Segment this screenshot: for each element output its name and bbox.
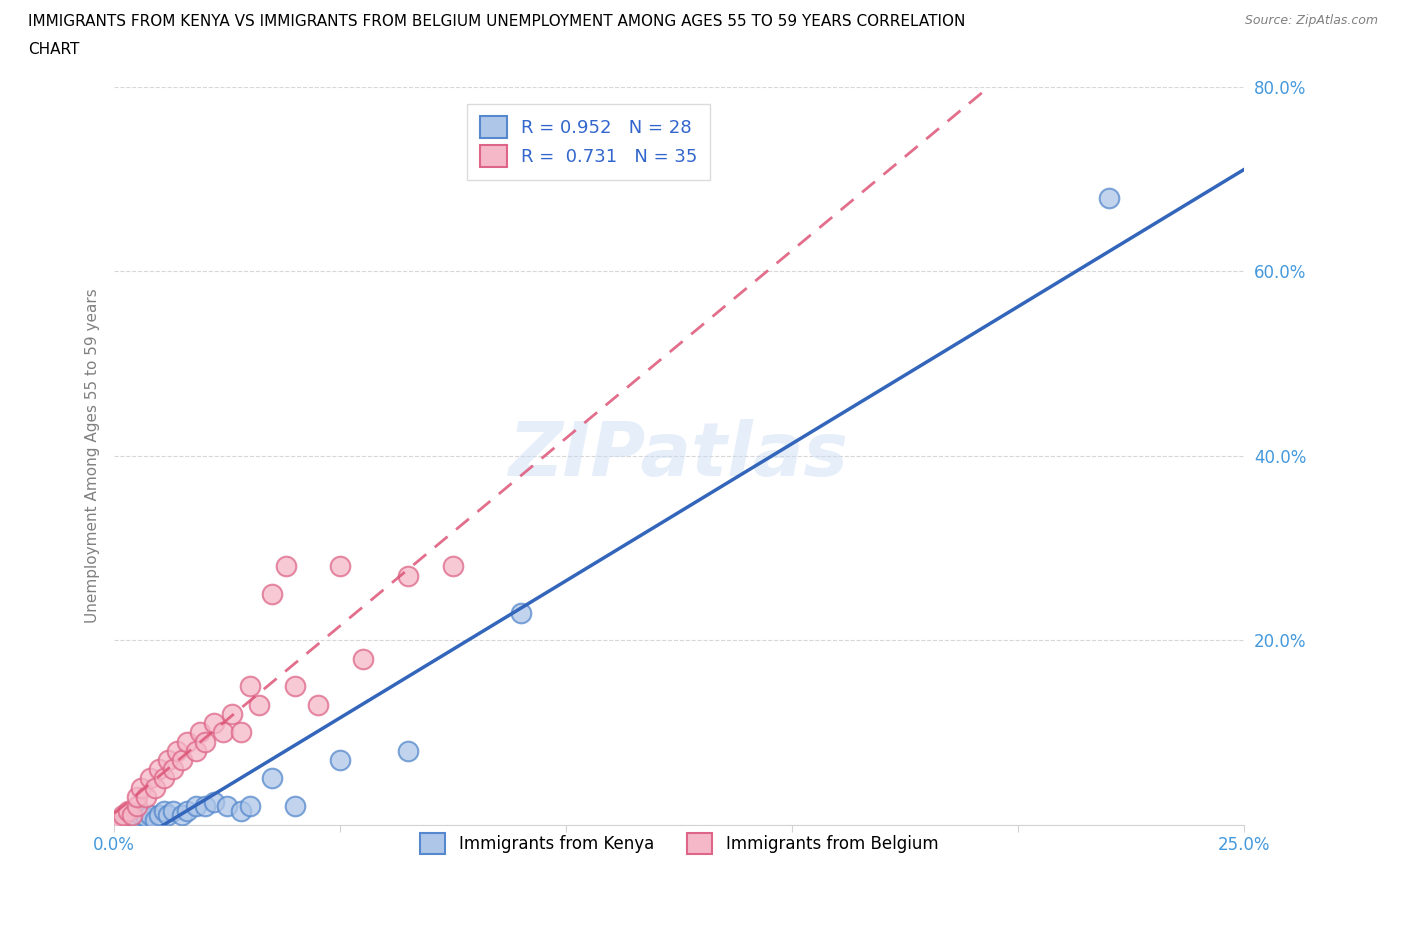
Point [103,817,125,832]
Text: IMMIGRANTS FROM KENYA VS IMMIGRANTS FROM BELGIUM UNEMPLOYMENT AMONG AGES 55 TO 5: IMMIGRANTS FROM KENYA VS IMMIGRANTS FROM… [28,14,966,29]
Point [139,808,162,823]
Point [153,771,176,786]
Y-axis label: Unemployment Among Ages 55 to 59 years: Unemployment Among Ages 55 to 59 years [86,288,100,623]
Point [262,771,284,786]
Point [396,568,419,583]
Point [194,799,217,814]
Point [170,752,193,767]
Point [202,716,225,731]
Point [202,794,225,809]
Point [329,752,352,767]
Point [211,725,233,740]
Point [125,790,148,804]
Point [274,559,297,574]
Point [352,651,374,666]
Point [184,799,207,814]
Point [135,790,157,804]
Point [217,799,239,814]
Point [112,817,135,832]
Point [143,780,166,795]
Text: Source: ZipAtlas.com: Source: ZipAtlas.com [1244,14,1378,27]
Point [221,707,243,722]
Point [131,780,153,795]
Point [103,817,125,832]
Point [329,559,352,574]
Point [162,804,184,818]
Point [157,808,180,823]
Point [121,808,143,823]
Point [148,762,170,777]
Point [121,813,143,828]
Point [229,804,252,818]
Point [125,817,148,832]
Point [284,679,307,694]
Point [239,799,262,814]
Point [107,813,129,828]
Point [510,605,533,620]
Point [162,762,184,777]
Text: CHART: CHART [28,42,80,57]
Point [284,799,307,814]
Point [125,813,148,828]
Point [139,771,162,786]
Point [170,808,193,823]
Point [247,698,270,712]
Point [441,559,464,574]
Point [396,743,419,758]
Point [176,734,198,749]
Point [176,804,198,818]
Text: ZIPatlas: ZIPatlas [509,419,849,492]
Point [117,817,139,832]
Point [166,743,188,758]
Point [148,808,170,823]
Point [184,743,207,758]
Point [239,679,262,694]
Point [112,808,135,823]
Point [229,725,252,740]
Point [143,813,166,828]
Point [117,804,139,818]
Point [135,810,157,825]
Point [1098,191,1121,206]
Point [188,725,211,740]
Point [307,698,329,712]
Legend: Immigrants from Kenya, Immigrants from Belgium: Immigrants from Kenya, Immigrants from B… [413,827,945,860]
Point [131,808,153,823]
Point [157,752,180,767]
Point [262,587,284,602]
Point [125,799,148,814]
Point [153,804,176,818]
Point [194,734,217,749]
